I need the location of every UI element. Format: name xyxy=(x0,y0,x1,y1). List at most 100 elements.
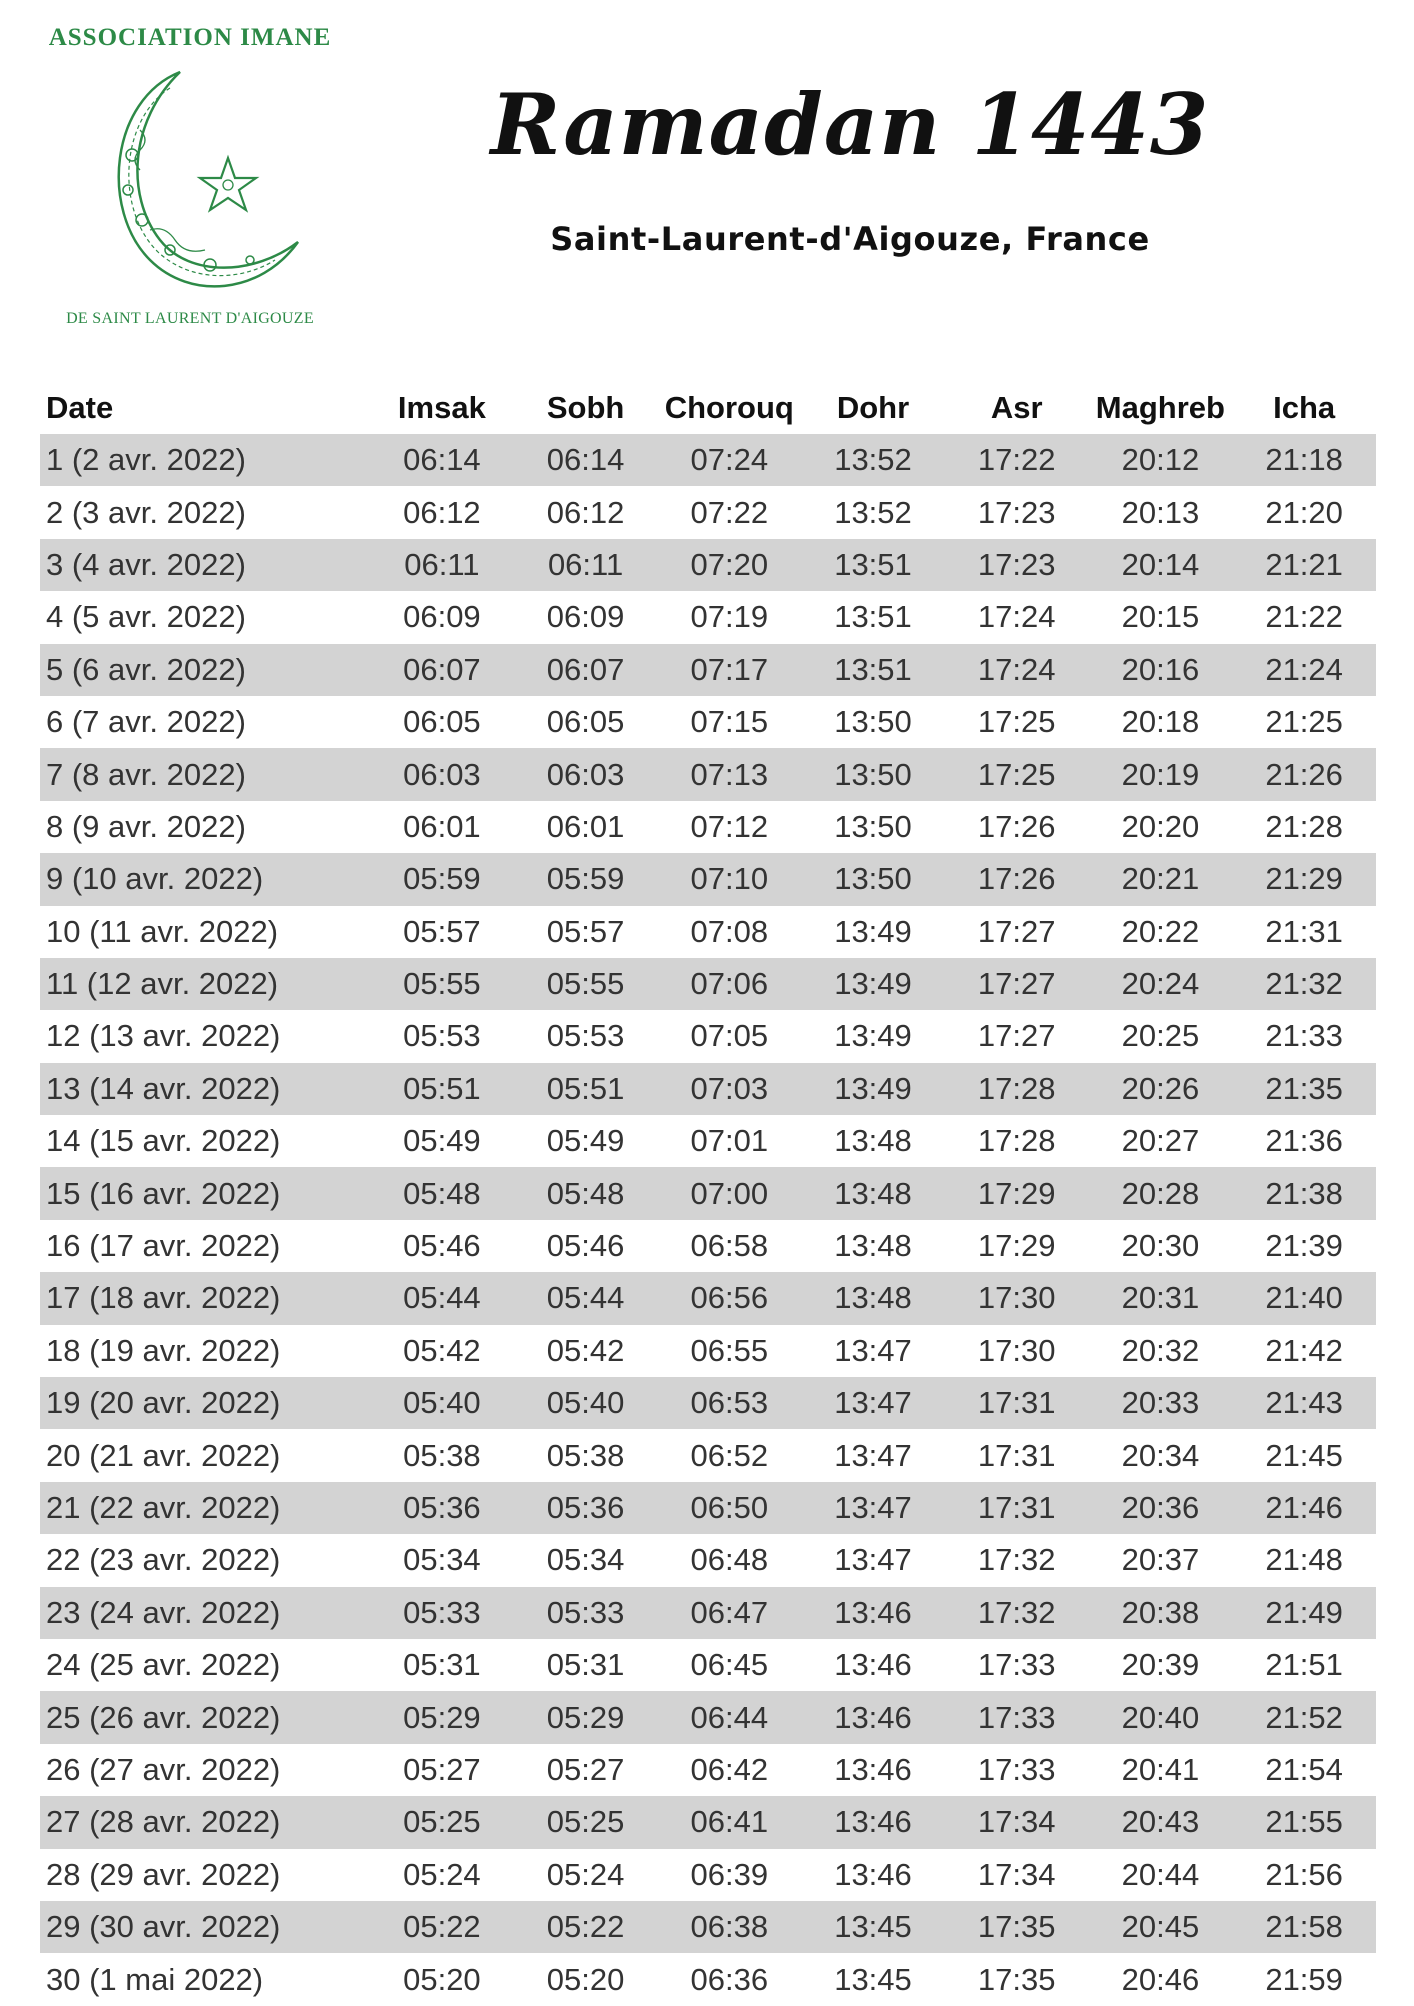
cell-chorouq: 06:48 xyxy=(690,1542,769,1578)
table-row: 25 (26 avr. 2022) 05:29 05:29 06:44 13:46 17:… xyxy=(40,1691,1376,1744)
cell-imsak: 05:57 xyxy=(403,913,481,949)
cell-chorouq: 06:44 xyxy=(657,1691,802,1744)
cell-imsak: 05:33 xyxy=(370,1586,514,1639)
cell-sobh: 05:57 xyxy=(546,913,625,949)
cell-asr: 17:31 xyxy=(977,1437,1056,1473)
cell-asr: 17:23 xyxy=(977,494,1056,530)
cell-maghreb: 20:43 xyxy=(1088,1796,1233,1849)
cell-date: 24 (25 avr. 2022) xyxy=(46,1647,281,1683)
cell-dohr: 13:48 xyxy=(834,1123,912,1159)
column-header-sobh: Sobh xyxy=(546,390,625,425)
cell-date: 16 (17 avr. 2022) xyxy=(46,1228,281,1264)
cell-chorouq: 07:08 xyxy=(690,913,769,949)
cell-sobh: 05:27 xyxy=(546,1751,625,1787)
cell-dohr: 13:45 xyxy=(801,1900,945,1954)
cell-maghreb: 20:19 xyxy=(1088,748,1233,801)
cell-asr: 17:33 xyxy=(944,1691,1089,1744)
cell-sobh: 05:33 xyxy=(513,1586,658,1639)
cell-chorouq: 06:56 xyxy=(657,1272,802,1325)
cell-dohr: 13:52 xyxy=(801,434,945,487)
cell-icha: 21:26 xyxy=(1232,748,1376,801)
cell-maghreb: 20:13 xyxy=(1121,494,1200,530)
cell-dohr: 13:50 xyxy=(834,704,912,740)
cell-chorouq: 07:22 xyxy=(690,494,769,530)
cell-imsak: 06:11 xyxy=(370,538,514,592)
table-row: 6 (7 avr. 2022) 06:05 06:05 07:15 13:50 17:25… xyxy=(40,696,1376,748)
cell-icha: 21:22 xyxy=(1265,599,1343,635)
cell-sobh: 05:46 xyxy=(546,1228,625,1264)
cell-maghreb: 20:16 xyxy=(1088,643,1233,696)
cell-asr: 17:27 xyxy=(977,913,1056,949)
table-row: 26 (27 avr. 2022) 05:27 05:27 06:42 13:46 17:… xyxy=(40,1744,1376,1796)
cell-chorouq: 07:20 xyxy=(657,538,802,592)
cell-date: 13 (14 avr. 2022) xyxy=(40,1062,371,1116)
cell-chorouq: 06:38 xyxy=(657,1900,802,1954)
cell-chorouq: 06:58 xyxy=(690,1228,769,1264)
cell-chorouq: 06:53 xyxy=(657,1377,802,1430)
column-header-icha: Icha xyxy=(1273,390,1336,425)
cell-imsak: 06:01 xyxy=(403,808,481,844)
cell-date: 25 (26 avr. 2022) xyxy=(40,1691,371,1744)
cell-date: 7 (8 avr. 2022) xyxy=(40,748,371,801)
cell-sobh: 05:34 xyxy=(546,1542,625,1578)
cell-maghreb: 20:24 xyxy=(1088,957,1233,1011)
cell-sobh: 05:25 xyxy=(513,1796,658,1849)
cell-asr: 17:35 xyxy=(944,1900,1089,1954)
cell-imsak: 05:53 xyxy=(403,1018,481,1054)
cell-icha: 21:35 xyxy=(1232,1062,1376,1116)
cell-icha: 21:51 xyxy=(1265,1647,1343,1683)
cell-date: 10 (11 avr. 2022) xyxy=(46,913,279,949)
cell-imsak: 05:29 xyxy=(370,1691,514,1744)
cell-sobh: 06:05 xyxy=(546,704,625,740)
cell-chorouq: 07:01 xyxy=(690,1123,769,1159)
cell-sobh: 06:09 xyxy=(546,599,625,635)
cell-chorouq: 06:52 xyxy=(690,1437,769,1473)
cell-date: 14 (15 avr. 2022) xyxy=(46,1123,281,1159)
table-row: 2 (3 avr. 2022) 06:12 06:12 07:22 13:52 17:23… xyxy=(40,486,1376,538)
cell-imsak: 05:34 xyxy=(403,1542,481,1578)
cell-chorouq: 07:15 xyxy=(690,704,769,740)
cell-asr: 17:24 xyxy=(944,643,1089,696)
cell-maghreb: 20:26 xyxy=(1088,1062,1233,1116)
table-row: 12 (13 avr. 2022) 05:53 05:53 07:05 13:49 17:… xyxy=(40,1010,1376,1062)
table-row: 11 (12 avr. 2022) 05:55 05:55 07:06 13:49 17:… xyxy=(40,957,1376,1011)
cell-sobh: 05:42 xyxy=(546,1332,625,1368)
cell-dohr: 13:48 xyxy=(834,1228,912,1264)
cell-asr: 17:25 xyxy=(977,704,1056,740)
cell-dohr: 13:47 xyxy=(801,1377,945,1430)
cell-date: 12 (13 avr. 2022) xyxy=(46,1018,281,1054)
cell-maghreb: 20:46 xyxy=(1121,1961,1200,1997)
cell-date: 3 (4 avr. 2022) xyxy=(40,538,371,592)
cell-imsak: 05:40 xyxy=(370,1377,514,1430)
cell-chorouq: 07:05 xyxy=(690,1018,769,1054)
cell-icha: 21:48 xyxy=(1265,1542,1343,1578)
cell-dohr: 13:47 xyxy=(801,1481,945,1535)
cell-sobh: 06:12 xyxy=(546,494,625,530)
column-header-chorouq: Chorouq xyxy=(664,390,794,425)
cell-asr: 17:26 xyxy=(944,853,1089,906)
cell-asr: 17:33 xyxy=(977,1751,1056,1787)
cell-icha: 21:56 xyxy=(1265,1856,1343,1892)
cell-date: 2 (3 avr. 2022) xyxy=(46,494,246,530)
cell-imsak: 05:36 xyxy=(370,1481,514,1535)
cell-sobh: 05:49 xyxy=(546,1123,625,1159)
cell-asr: 17:35 xyxy=(977,1961,1056,1997)
cell-maghreb: 20:20 xyxy=(1121,808,1200,844)
cell-dohr: 13:51 xyxy=(801,538,945,592)
cell-imsak: 06:05 xyxy=(403,704,481,740)
cell-chorouq: 07:06 xyxy=(657,957,802,1011)
cell-imsak: 05:46 xyxy=(403,1228,481,1264)
cell-maghreb: 20:15 xyxy=(1121,599,1200,635)
cell-maghreb: 20:39 xyxy=(1121,1647,1200,1683)
cell-imsak: 05:48 xyxy=(370,1167,514,1220)
cell-icha: 21:42 xyxy=(1265,1332,1343,1368)
cell-icha: 21:33 xyxy=(1265,1018,1343,1054)
cell-maghreb: 20:30 xyxy=(1121,1228,1200,1264)
cell-sobh: 05:40 xyxy=(513,1377,658,1430)
cell-dohr: 13:48 xyxy=(801,1272,945,1325)
cell-date: 15 (16 avr. 2022) xyxy=(40,1167,371,1220)
table-row: 19 (20 avr. 2022) 05:40 05:40 06:53 13:47 17:… xyxy=(40,1377,1376,1430)
cell-sobh: 05:29 xyxy=(513,1691,658,1744)
cell-chorouq: 07:19 xyxy=(690,599,769,635)
cell-icha: 21:36 xyxy=(1265,1123,1343,1159)
